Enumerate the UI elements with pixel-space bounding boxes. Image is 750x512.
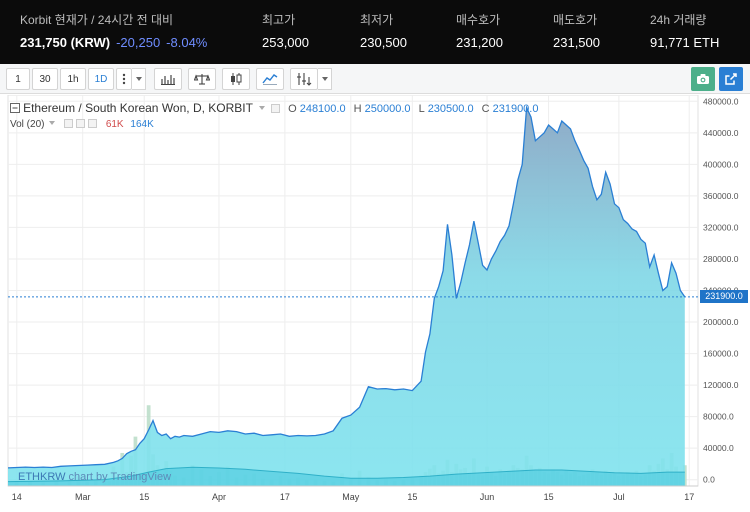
settings-icon[interactable] (271, 104, 281, 113)
more-vertical-icon[interactable] (116, 68, 132, 90)
legend-volume-row: Vol (20) 61K 164K (10, 119, 154, 130)
ticker-header: Korbit 현재가 / 24시간 전 대비 231,750 (KRW) -20,… (0, 0, 750, 64)
high-value: 250000.0 (364, 103, 411, 115)
y-tick-label: 480000.0 (703, 96, 739, 106)
close-label: C (481, 103, 490, 115)
y-tick-label: 360000.0 (703, 191, 739, 201)
ticker-volume: 24h 거래량 91,771 ETH (650, 12, 719, 52)
volume-24h-value: 91,771 ETH (650, 35, 720, 50)
chart-pane[interactable]: 0.0 40000.0 80000.0 120000.0 160000.0 200000.… (0, 95, 750, 512)
x-tick-label: 17 (280, 492, 290, 502)
price-line (7, 105, 686, 469)
indicators-icon[interactable] (290, 68, 318, 90)
y-tick-label: 320000.0 (703, 222, 739, 232)
ask-value: 231,500 (553, 35, 600, 50)
low-value: 230,500 (360, 35, 407, 50)
x-tick-label: May (342, 492, 360, 502)
volume-ma-value: 164K (130, 119, 154, 130)
x-tick-label: 15 (139, 492, 149, 502)
chevron-down-icon[interactable] (318, 68, 332, 90)
y-tick-label: 280000.0 (703, 254, 739, 264)
compare-scales-icon[interactable] (188, 68, 216, 90)
ticker-low: 최저가 230,500 (360, 12, 407, 52)
volume-value: 61K (105, 119, 124, 130)
open-value: 248100.0 (299, 103, 346, 115)
x-tick-label: Mar (75, 492, 91, 502)
settings-icon[interactable] (76, 119, 86, 128)
legend-symbol-row: Ethereum / South Korean Won, D, KORBIT O… (10, 101, 538, 115)
open-label: O (288, 103, 297, 115)
chart-toolbar: 1 30 1h 1D (0, 64, 750, 94)
last-price-label: 231900.0 (700, 290, 748, 304)
legend-title: Ethereum / South Korean Won, D, KORBIT (23, 101, 253, 115)
watermark-text: chart by TradingView (68, 471, 172, 483)
volume-indicator-label: Vol (20) (10, 119, 45, 130)
x-tick-label: Apr (212, 492, 226, 502)
x-tick-label: 15 (407, 492, 417, 502)
high-label: 최고가 (262, 13, 296, 27)
price-chart-svg[interactable]: 0.0 40000.0 80000.0 120000.0 160000.0 200000.… (0, 95, 750, 512)
x-tick-label: 14 (12, 492, 22, 502)
low-label: 최저가 (360, 13, 394, 27)
close-icon[interactable] (88, 119, 98, 128)
x-tick-label: 17 (684, 492, 694, 502)
interval-1-button[interactable]: 1 (6, 68, 30, 90)
ticker-bid: 매수호가 231,200 (456, 12, 503, 52)
bid-label: 매수호가 (456, 13, 501, 27)
chevron-down-icon[interactable] (132, 68, 146, 90)
x-tick-label: Jul (613, 492, 625, 502)
volume-bar (682, 465, 687, 486)
ask-label: 매도호가 (553, 13, 598, 27)
price-area-layer (7, 105, 686, 486)
close-value: 231900.0 (492, 103, 539, 115)
x-tick-label: Jun (480, 492, 495, 502)
interval-30-button[interactable]: 30 (32, 68, 58, 90)
low-label: L (418, 103, 425, 115)
y-tick-label: 440000.0 (703, 128, 739, 138)
ticker-high: 최고가 253,000 (262, 12, 309, 52)
high-value: 253,000 (262, 35, 309, 50)
interval-1h-button[interactable]: 1h (60, 68, 86, 90)
x-tick-label: 15 (544, 492, 554, 502)
volume-ma-area (8, 467, 685, 486)
chevron-down-icon[interactable] (259, 106, 266, 110)
high-label: H (353, 103, 362, 115)
area-chart-icon[interactable] (256, 68, 284, 90)
current-price-label: Korbit 현재가 / 24시간 전 대비 (20, 13, 174, 27)
camera-icon[interactable] (691, 67, 715, 91)
popout-icon[interactable] (719, 67, 743, 91)
interval-1d-button[interactable]: 1D (88, 68, 114, 90)
watermark-symbol: ETHKRW (18, 471, 66, 483)
bid-value: 231,200 (456, 35, 503, 50)
price-change: -20,250 (116, 35, 161, 50)
y-tick-label: 200000.0 (703, 317, 739, 327)
current-price: 231,750 (KRW) (20, 35, 111, 50)
volume-ma-line (7, 466, 685, 483)
y-tick-label: 400000.0 (703, 159, 739, 169)
candlestick-icon[interactable] (222, 68, 250, 90)
y-tick-label: 160000.0 (703, 349, 739, 359)
tradingview-watermark[interactable]: ETHKRW chart by TradingView (18, 471, 171, 483)
ticker-ask: 매도호가 231,500 (553, 12, 600, 52)
ticker-current: Korbit 현재가 / 24시간 전 대비 231,750 (KRW) -20,… (20, 12, 207, 52)
y-tick-label: 80000.0 (703, 412, 734, 422)
chevron-down-icon[interactable] (49, 121, 56, 125)
y-tick-label: 0.0 (703, 475, 715, 485)
low-value: 230500.0 (427, 103, 474, 115)
collapse-icon[interactable] (10, 103, 20, 113)
price-area-fill (8, 107, 685, 486)
eye-icon[interactable] (64, 119, 74, 128)
volume-24h-label: 24h 거래량 (650, 13, 707, 27)
price-change-pct: -8.04% (166, 35, 208, 50)
bar-chart-icon[interactable] (154, 68, 182, 90)
y-tick-label: 120000.0 (703, 380, 739, 390)
y-tick-label: 40000.0 (703, 443, 734, 453)
